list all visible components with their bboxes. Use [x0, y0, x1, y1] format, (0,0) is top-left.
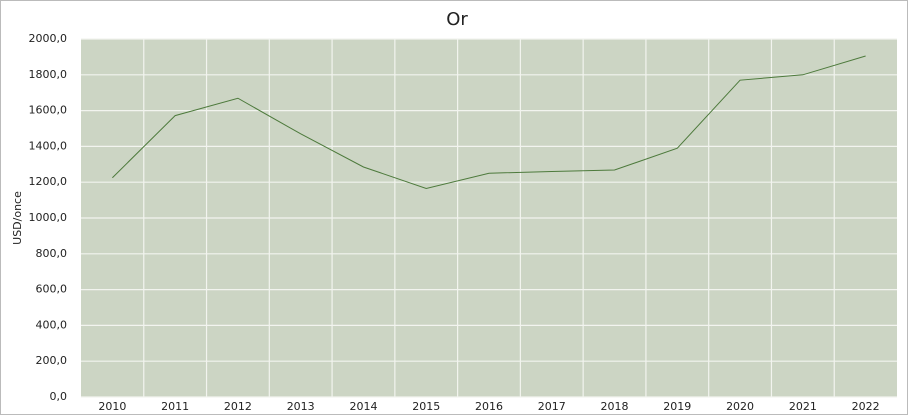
- x-tick-label: 2022: [852, 400, 880, 413]
- x-tick-label: 2012: [224, 400, 252, 413]
- x-tick-label: 2010: [98, 400, 126, 413]
- y-tick-label: 1200,0: [29, 175, 68, 188]
- y-tick-label: 1800,0: [29, 68, 68, 81]
- x-tick-label: 2011: [161, 400, 189, 413]
- x-tick-label: 2015: [412, 400, 440, 413]
- x-tick-label: 2020: [726, 400, 754, 413]
- y-tick-label: 0,0: [50, 390, 68, 403]
- y-tick-label: 400,0: [36, 318, 68, 331]
- y-tick-label: 600,0: [36, 283, 68, 296]
- y-tick-label: 200,0: [36, 354, 68, 367]
- y-tick-label: 800,0: [36, 247, 68, 260]
- x-tick-label: 2017: [538, 400, 566, 413]
- chart-title: Or: [446, 9, 468, 30]
- x-tick-label: 2013: [287, 400, 315, 413]
- y-tick-label: 2000,0: [29, 32, 68, 45]
- x-tick-label: 2016: [475, 400, 503, 413]
- x-tick-label: 2018: [601, 400, 629, 413]
- x-tick-label: 2019: [663, 400, 691, 413]
- x-tick-label: 2021: [789, 400, 817, 413]
- y-tick-label: 1400,0: [29, 139, 68, 152]
- y-tick-label: 1000,0: [29, 211, 68, 224]
- y-axis-label: USD/once: [11, 191, 24, 245]
- x-tick-label: 2014: [349, 400, 377, 413]
- data-line: [112, 55, 866, 189]
- y-tick-label: 1600,0: [29, 104, 68, 117]
